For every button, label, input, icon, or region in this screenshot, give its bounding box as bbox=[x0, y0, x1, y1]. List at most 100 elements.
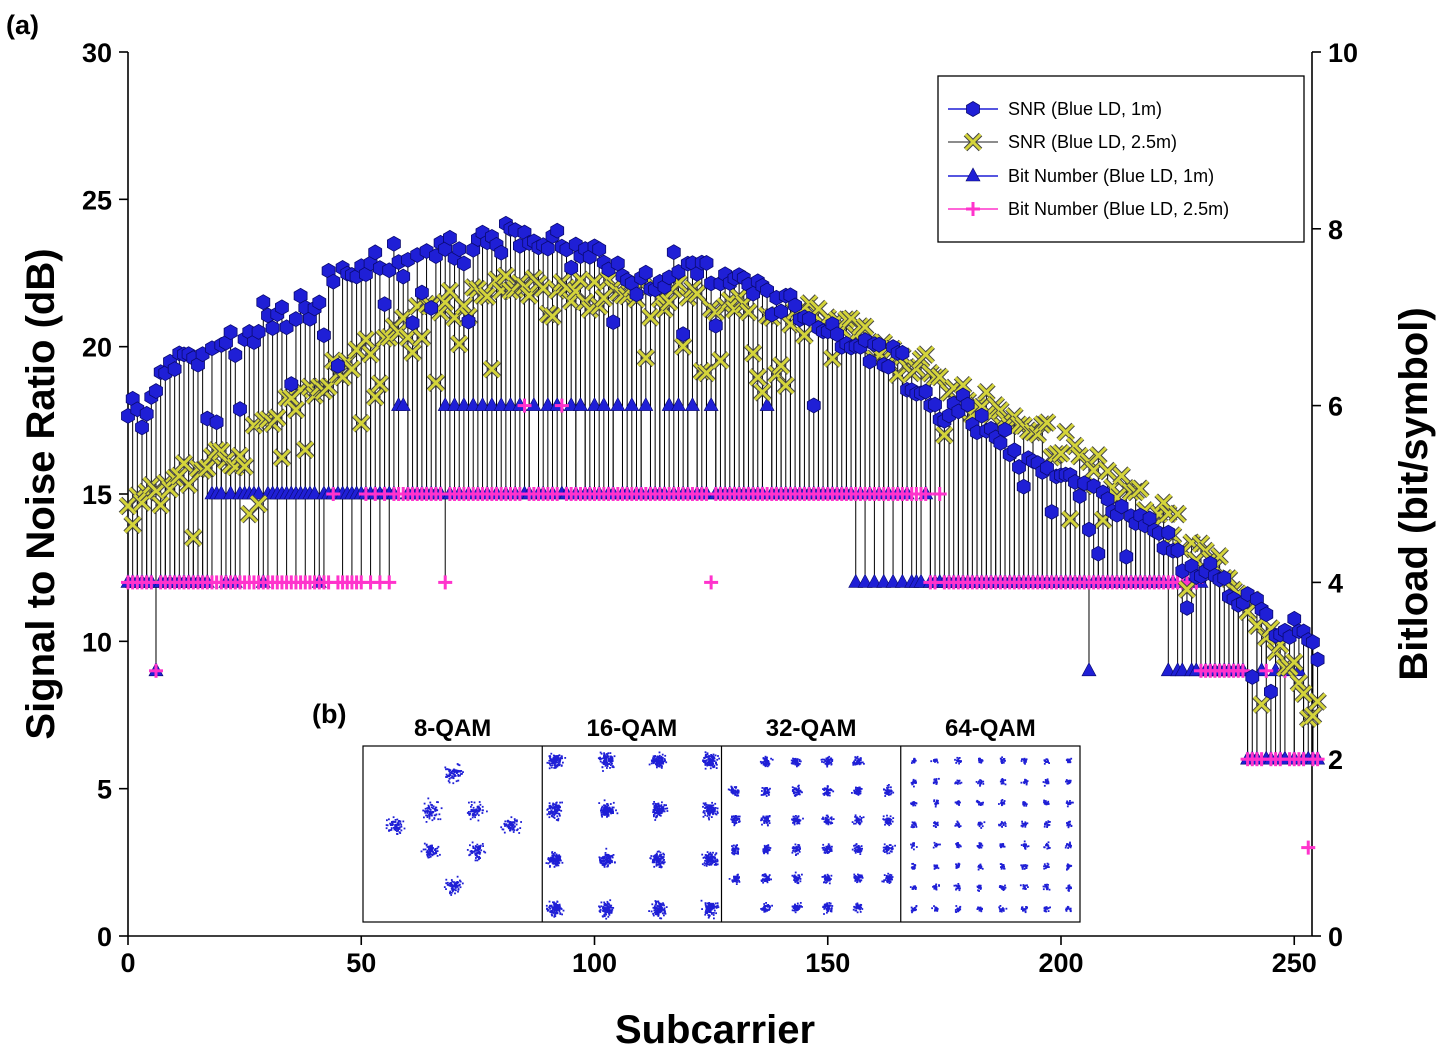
constellation-dot bbox=[426, 814, 429, 817]
constellation-dot bbox=[546, 813, 549, 816]
constellation-dot bbox=[452, 773, 455, 775]
snr-1m-point bbox=[461, 313, 476, 330]
x-marker-stroke bbox=[1276, 659, 1294, 677]
y-right-tick-label: 2 bbox=[1328, 745, 1343, 775]
constellation-dot bbox=[509, 829, 511, 832]
x-tick-label: 100 bbox=[572, 948, 617, 978]
constellation-dot bbox=[474, 848, 477, 851]
constellation-dot bbox=[610, 855, 613, 858]
constellation-dot bbox=[657, 758, 660, 761]
constellation-dot bbox=[607, 856, 610, 858]
constellation-dot bbox=[704, 760, 707, 763]
constellation-dot bbox=[652, 758, 655, 761]
x-marker-stroke bbox=[1262, 619, 1280, 638]
constellation-dot bbox=[658, 754, 661, 757]
bitload-2p5m-point bbox=[554, 398, 569, 413]
constellation-dot bbox=[396, 818, 399, 821]
constellation-dot bbox=[550, 858, 553, 861]
constellation-dot bbox=[422, 809, 425, 812]
snr-1m-point bbox=[960, 396, 975, 413]
constellation-dot bbox=[551, 815, 553, 818]
constellation-dot bbox=[663, 912, 666, 914]
constellation-dot bbox=[553, 805, 556, 808]
constellation-dot bbox=[606, 763, 608, 766]
constellation-dot bbox=[663, 908, 666, 911]
constellation-dot bbox=[432, 847, 434, 849]
constellation-dot bbox=[656, 810, 659, 812]
constellation-dot bbox=[657, 862, 660, 864]
constellation-dot bbox=[455, 780, 458, 783]
constellation-dot bbox=[476, 855, 478, 857]
x-marker-stroke bbox=[254, 411, 272, 430]
constellation-dot bbox=[558, 764, 561, 767]
constellation-dot bbox=[608, 914, 611, 916]
constellation-dot bbox=[451, 880, 454, 883]
snr-1m-point bbox=[442, 229, 457, 246]
constellation-dot bbox=[656, 863, 658, 866]
constellation-dot bbox=[481, 805, 484, 808]
constellation-dot bbox=[468, 814, 471, 816]
constellation-dot bbox=[469, 850, 472, 853]
snr-2p5m-point bbox=[823, 349, 842, 368]
constellation-dot bbox=[611, 908, 614, 911]
constellation-dot bbox=[555, 858, 557, 861]
snr-2p5m-point bbox=[356, 330, 376, 349]
snr-1m-point bbox=[1082, 521, 1096, 538]
constellation-dot bbox=[659, 814, 662, 817]
constellation-dot bbox=[503, 822, 506, 825]
constellation-dot bbox=[450, 772, 453, 774]
constellation-dot bbox=[651, 903, 654, 906]
constellation-dot bbox=[448, 781, 451, 784]
constellation-dot bbox=[551, 862, 554, 864]
y-axis-right-title: Bitload (bit/symbol) bbox=[1392, 307, 1436, 680]
constellation-dot bbox=[660, 808, 663, 810]
constellation-dot bbox=[654, 809, 657, 812]
constellation-dot bbox=[660, 755, 663, 758]
snr-1m-point bbox=[424, 300, 439, 316]
constellation-dot bbox=[555, 862, 557, 865]
constellation-dot bbox=[655, 764, 658, 767]
constellation-dot bbox=[606, 767, 608, 769]
constellation-dot bbox=[598, 802, 601, 804]
x-marker-stroke bbox=[977, 383, 995, 401]
constellation-dot bbox=[652, 906, 655, 909]
constellation-dot bbox=[394, 824, 397, 827]
constellation-dot bbox=[601, 856, 604, 858]
constellation-dot bbox=[612, 907, 615, 909]
constellation-dot bbox=[560, 859, 562, 862]
constellation-dot bbox=[437, 818, 440, 821]
snr-2p5m-point bbox=[123, 515, 142, 535]
constellation-dot bbox=[562, 761, 564, 764]
constellation-dot bbox=[545, 862, 548, 864]
constellation-dot bbox=[611, 766, 614, 768]
constellation-dot bbox=[558, 856, 561, 859]
snr-1m-point bbox=[316, 327, 331, 344]
constellation-dot bbox=[477, 851, 480, 854]
snr-2p5m-point bbox=[389, 323, 408, 342]
constellation-dot bbox=[652, 859, 655, 862]
constellation-dot bbox=[603, 808, 606, 811]
constellation-dot bbox=[659, 910, 662, 913]
constellation-dot bbox=[432, 807, 434, 810]
y-right-tick-label: 0 bbox=[1328, 922, 1343, 952]
constellation-dot bbox=[506, 820, 509, 823]
snr-2p5m-point bbox=[851, 317, 870, 336]
x-marker-stroke bbox=[250, 495, 268, 513]
snr-1m-point bbox=[1245, 669, 1260, 685]
snr-2p5m-point bbox=[543, 307, 562, 326]
constellation-dot bbox=[450, 891, 453, 894]
constellation-dot bbox=[654, 913, 657, 916]
constellation-dot bbox=[665, 761, 668, 764]
constellation-dot bbox=[429, 846, 432, 849]
constellation-dot bbox=[553, 904, 556, 907]
constellation-dot bbox=[474, 854, 477, 857]
constellation-dot bbox=[434, 852, 437, 855]
snr-2p5m-point bbox=[771, 356, 791, 375]
bitload-2p5m-point bbox=[918, 487, 933, 501]
constellation-dot bbox=[604, 859, 607, 861]
constellation-dot bbox=[655, 906, 658, 909]
constellation-dot bbox=[397, 821, 400, 823]
constellation-dot bbox=[386, 819, 388, 822]
constellation-dot bbox=[556, 911, 558, 914]
